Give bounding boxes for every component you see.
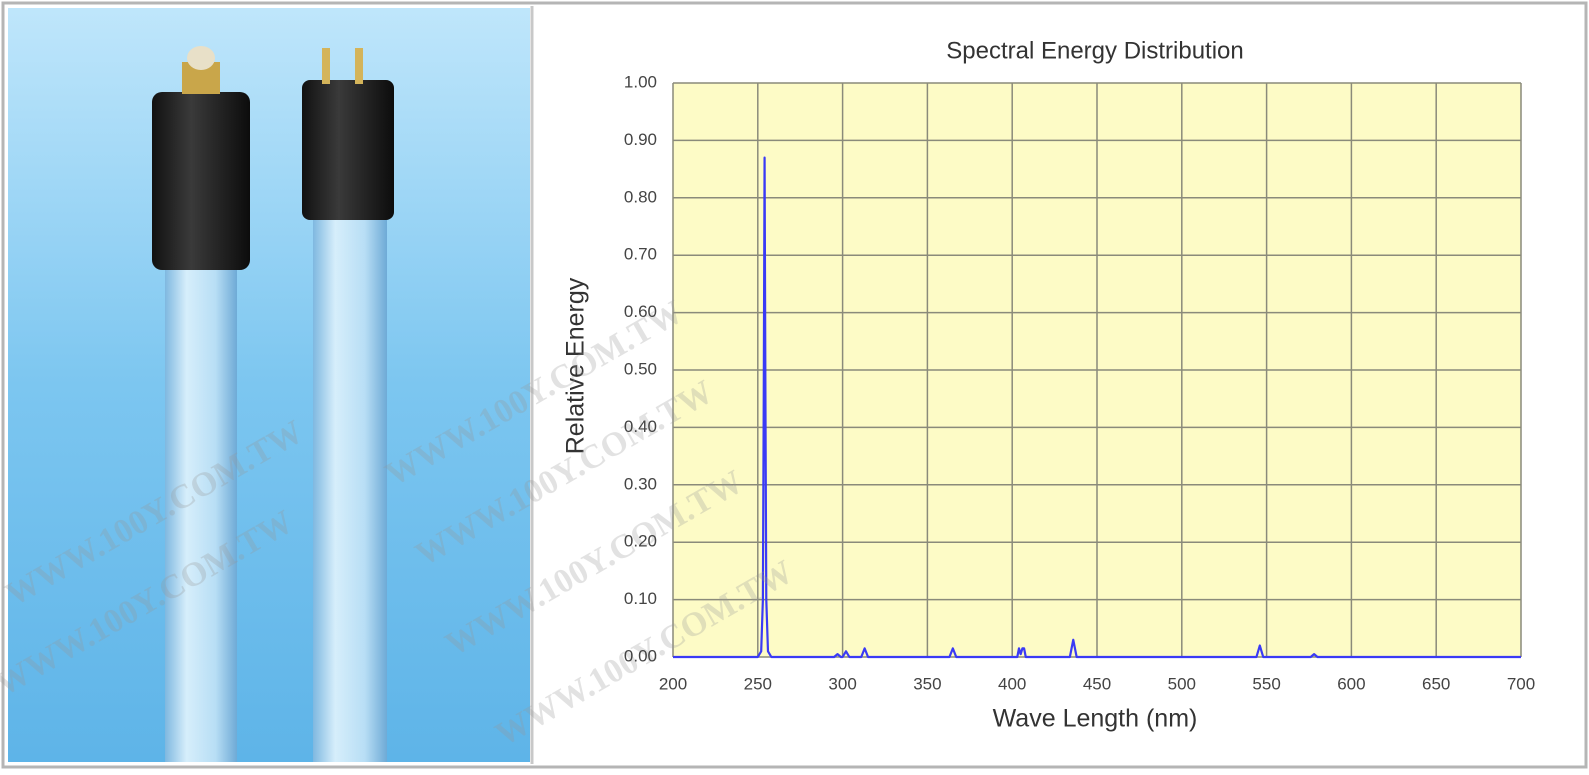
x-axis-title: Wave Length (nm) [993,705,1198,733]
product-photo [8,8,530,762]
x-tick-label: 500 [1168,674,1196,693]
x-tick-label: 250 [744,674,772,693]
y-tick-label: 0.00 [624,646,657,665]
y-tick-label: 0.90 [624,130,657,149]
x-tick-label: 200 [659,674,687,693]
y-tick-label: 0.70 [624,245,657,264]
x-tick-label: 650 [1422,674,1450,693]
x-tick-label: 600 [1337,674,1365,693]
x-tick-label: 700 [1507,674,1535,693]
y-tick-label: 0.10 [624,589,657,608]
y-tick-label: 1.00 [624,72,657,91]
y-axis-title: Relative Energy [562,277,590,454]
x-tick-label: 300 [828,674,856,693]
x-tick-label: 450 [1083,674,1111,693]
x-tick-label: 550 [1252,674,1280,693]
y-tick-label: 0.30 [624,474,657,493]
x-tick-label: 350 [913,674,941,693]
y-tick-label: 0.20 [624,532,657,551]
y-tick-label: 0.60 [624,302,657,321]
y-tick-label: 0.50 [624,359,657,378]
chart-title: Spectral Energy Distribution [946,37,1243,64]
spectrum-line [673,156,1521,659]
x-tick-label: 400 [998,674,1026,693]
y-tick-label: 0.40 [624,417,657,436]
y-tick-label: 0.80 [624,187,657,206]
